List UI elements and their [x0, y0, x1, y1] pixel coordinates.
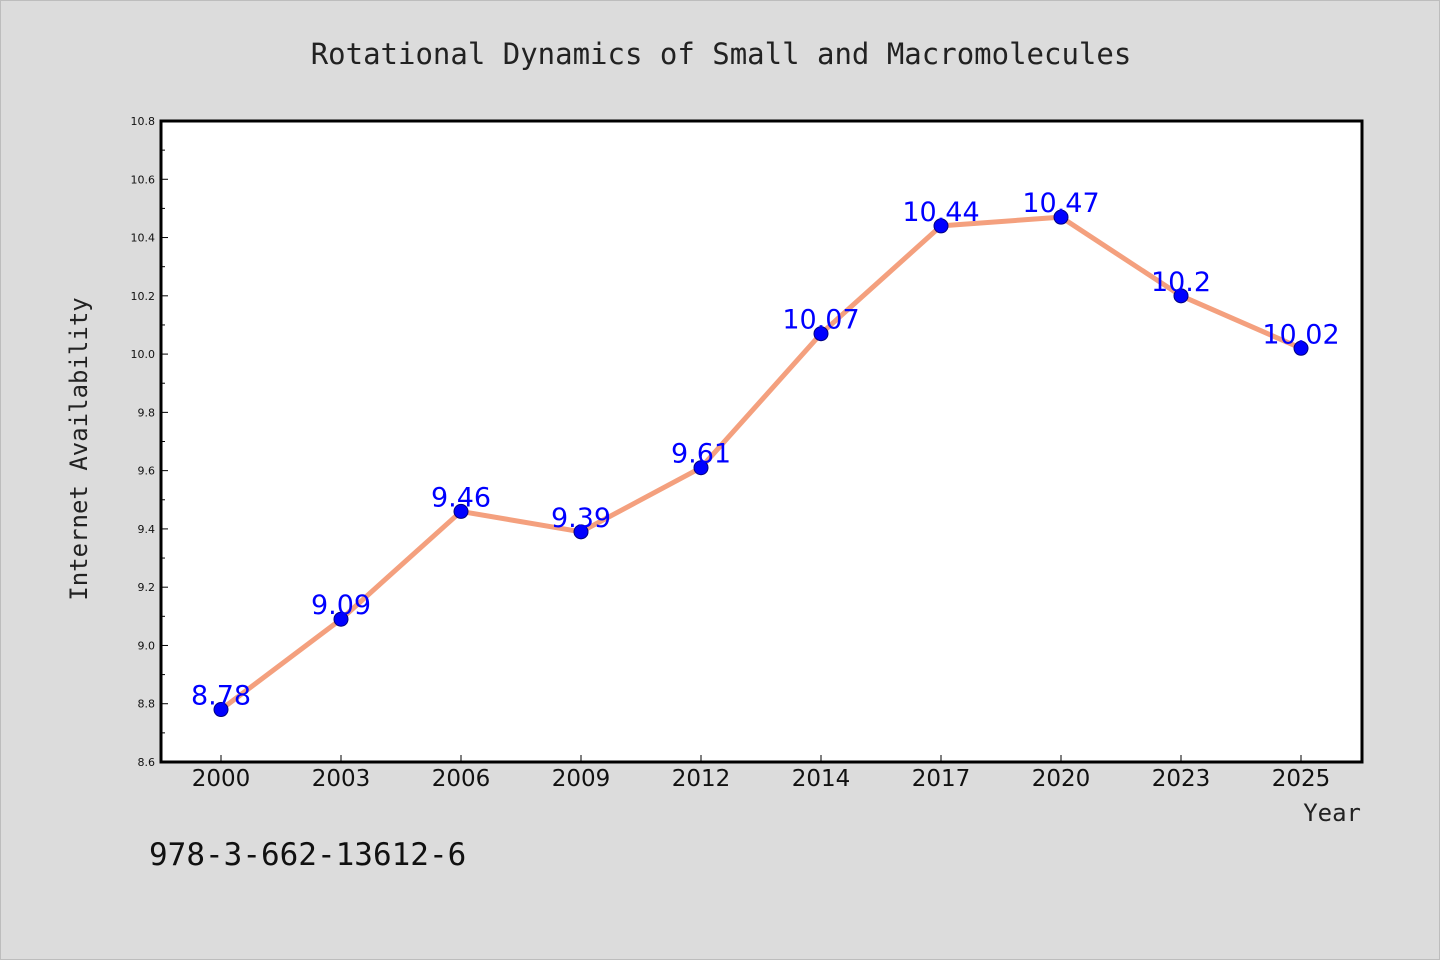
y-tick-label: 8.6 [138, 756, 156, 769]
y-tick-label: 9.2 [138, 581, 156, 594]
series-markers [213, 209, 1309, 718]
data-label: 10.44 [902, 197, 979, 228]
data-labels: 8.78 9.09 9.46 9.39 9.61 10.07 10.44 10.47 10.2 1… [191, 188, 1340, 711]
data-label: 10.02 [1262, 319, 1339, 350]
x-axis-label: Year [1303, 799, 1361, 827]
x-tick-label: 2009 [552, 766, 611, 792]
y-axis: 8.6 8.8 9.0 9.2 9.4 9.6 9.8 10.0 10.2 10.4 10.6 10.… [131, 115, 168, 769]
chart-title: Rotational Dynamics of Small and Macromo… [311, 37, 1132, 71]
data-label: 9.39 [551, 503, 611, 534]
x-tick-label: 2000 [192, 766, 251, 792]
y-tick-label: 9.4 [138, 523, 156, 536]
data-point [573, 524, 589, 540]
x-tick-label: 2006 [432, 766, 491, 792]
data-point [333, 611, 349, 627]
data-point [933, 218, 949, 234]
x-tick-label: 2017 [912, 766, 971, 792]
x-tick-label: 2014 [792, 766, 851, 792]
series-polyline [219, 214, 1303, 712]
y-tick-label: 10.8 [131, 115, 156, 128]
y-tick-label: 10.0 [131, 348, 156, 361]
data-point [693, 460, 709, 476]
y-tick-label: 8.8 [138, 698, 156, 711]
data-point [1293, 340, 1309, 356]
data-label: 10.07 [782, 305, 859, 336]
y-axis-label: Internet Availability [65, 297, 93, 600]
data-point [1053, 209, 1069, 225]
data-point [1173, 288, 1189, 304]
series-line [219, 214, 1303, 712]
data-point [813, 326, 829, 342]
y-tick-label: 10.4 [131, 232, 156, 245]
y-tick-label: 10.2 [131, 290, 156, 303]
y-tick-label: 9.8 [138, 406, 156, 419]
y-tick-label: 9.6 [138, 465, 156, 478]
isbn-text: 978-3-662-13612-6 [149, 837, 466, 873]
y-tick-label: 10.6 [131, 173, 156, 186]
data-label: 9.09 [311, 590, 371, 621]
x-tick-label: 2020 [1032, 766, 1091, 792]
data-point [453, 503, 469, 519]
x-tick-label: 2023 [1152, 766, 1211, 792]
data-label: 10.2 [1151, 267, 1211, 298]
data-label: 8.78 [191, 681, 251, 712]
data-label: 9.46 [431, 482, 491, 513]
data-label: 9.61 [671, 439, 731, 470]
x-tick-label: 2003 [312, 766, 371, 792]
y-tick-label: 9.0 [138, 639, 156, 652]
x-axis: 2000 2003 2006 2009 2012 2014 2017 2020 2023 2025 [192, 755, 1331, 792]
plot-area [159, 119, 1364, 764]
data-label: 10.47 [1022, 188, 1099, 219]
x-tick-label: 2012 [672, 766, 731, 792]
data-point [213, 702, 229, 718]
x-tick-label: 2025 [1272, 766, 1331, 792]
